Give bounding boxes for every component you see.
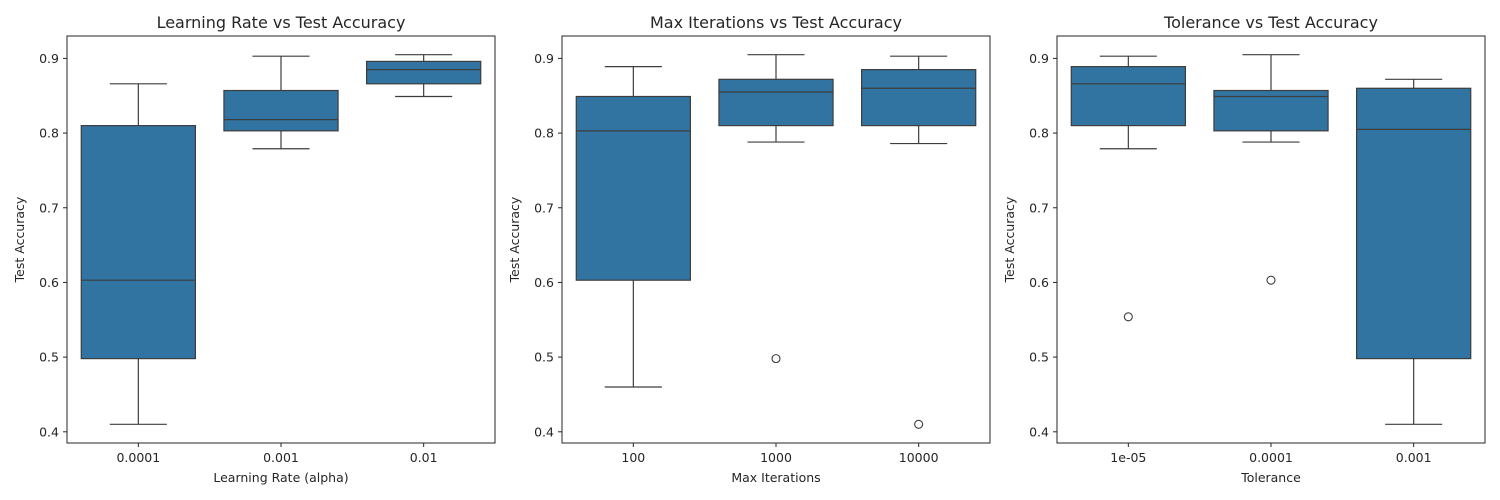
box-1000 xyxy=(718,54,834,364)
axes-frame xyxy=(66,35,496,444)
x-axis-label: Max Iterations xyxy=(731,470,820,485)
iqr-box xyxy=(366,60,482,85)
box-1e-05 xyxy=(1070,55,1187,322)
x-axis-label: Learning Rate (alpha) xyxy=(213,470,348,485)
iqr-box xyxy=(860,69,977,127)
x-tick-label: 0.01 xyxy=(410,450,438,465)
box-10000 xyxy=(860,55,977,429)
iqr-box xyxy=(1070,66,1187,127)
iqr-box xyxy=(80,125,197,360)
y-tick-label: 0.4 xyxy=(1029,424,1049,439)
box-0.01 xyxy=(366,54,482,98)
box-0.001 xyxy=(223,55,339,150)
iqr-box xyxy=(575,95,691,281)
axes-frame xyxy=(561,35,991,444)
y-tick-label: 0.7 xyxy=(1029,200,1049,215)
y-tick-label: 0.5 xyxy=(534,350,554,365)
x-tick-label: 100 xyxy=(621,450,645,465)
chart-panel-2: Max Iterations vs Test Accuracy 0.4 0.5 0.6… xyxy=(507,13,991,485)
chart-panel-1: Learning Rate vs Test Accuracy 0.4 0.5 0.6 0… xyxy=(12,13,496,485)
iqr-box xyxy=(718,78,834,127)
chart-title: Max Iterations vs Test Accuracy xyxy=(650,13,902,32)
y-axis-label: Test Accuracy xyxy=(1002,196,1017,283)
x-tick-label: 10000 xyxy=(899,450,939,465)
y-tick-label: 0.9 xyxy=(534,51,554,66)
y-tick-label: 0.5 xyxy=(1029,350,1049,365)
box-100 xyxy=(575,66,691,388)
x-tick-label: 0.0001 xyxy=(1249,450,1293,465)
box-0.0001 xyxy=(80,83,197,425)
iqr-box xyxy=(223,89,339,132)
y-tick-label: 0.5 xyxy=(39,350,59,365)
box-0.0001 xyxy=(1213,54,1329,285)
iqr-box xyxy=(1213,89,1329,132)
outlier-point xyxy=(1123,312,1133,322)
y-tick-label: 0.9 xyxy=(39,51,59,66)
chart-title: Learning Rate vs Test Accuracy xyxy=(157,13,406,32)
chart-title: Tolerance vs Test Accuracy xyxy=(1163,13,1378,32)
y-tick-label: 0.7 xyxy=(534,200,554,215)
x-tick-label: 1000 xyxy=(760,450,792,465)
outlier-point xyxy=(771,354,781,364)
y-axis-label: Test Accuracy xyxy=(507,196,522,283)
y-tick-label: 0.8 xyxy=(39,126,59,141)
x-tick-label: 0.001 xyxy=(263,450,299,465)
y-tick-label: 0.9 xyxy=(1029,51,1049,66)
y-axis-label: Test Accuracy xyxy=(12,196,27,283)
outlier-point xyxy=(914,419,924,429)
y-tick-label: 0.4 xyxy=(534,424,554,439)
y-tick-label: 0.6 xyxy=(1029,275,1049,290)
x-tick-label: 1e-05 xyxy=(1110,450,1146,465)
y-tick-label: 0.7 xyxy=(39,200,59,215)
chart-panel-3: Tolerance vs Test Accuracy 0.4 0.5 0.6 0.7 0.… xyxy=(1002,13,1486,485)
iqr-box xyxy=(1355,87,1472,360)
x-axis-label: Tolerance xyxy=(1240,470,1301,485)
x-tick-label: 0.001 xyxy=(1396,450,1432,465)
box-0.001 xyxy=(1355,78,1472,425)
outlier-point xyxy=(1266,275,1276,285)
y-tick-label: 0.8 xyxy=(1029,126,1049,141)
axes-frame xyxy=(1056,35,1486,444)
y-tick-label: 0.6 xyxy=(39,275,59,290)
y-tick-label: 0.8 xyxy=(534,126,554,141)
y-tick-label: 0.6 xyxy=(534,275,554,290)
x-tick-label: 0.0001 xyxy=(116,450,160,465)
y-tick-label: 0.4 xyxy=(39,424,59,439)
